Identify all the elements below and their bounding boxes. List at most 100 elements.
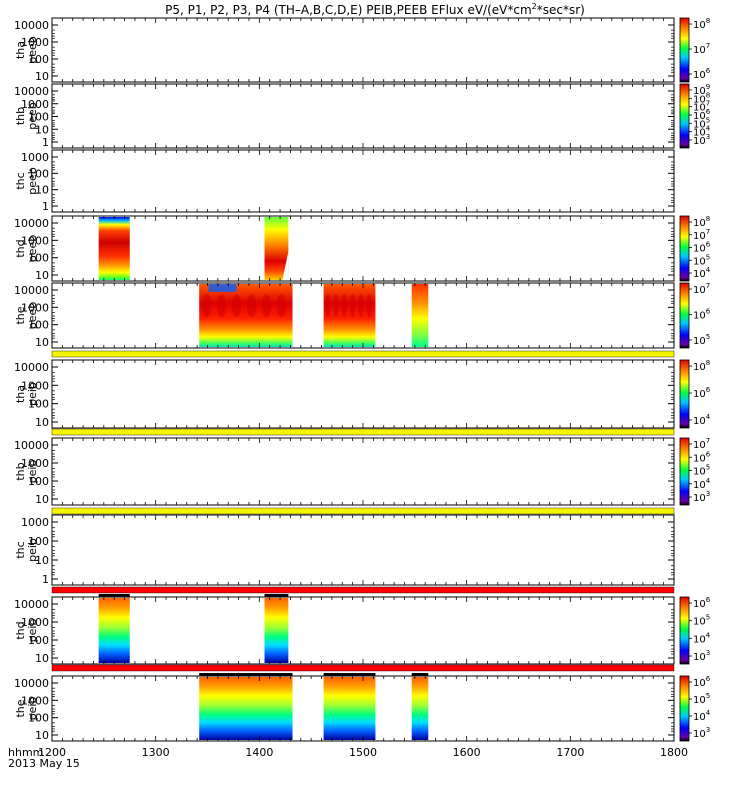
- panel-ylabel-line: thc: [14, 172, 27, 189]
- data-interval-1342-1432: [199, 284, 293, 347]
- panel-ylabel-line: peeb: [26, 302, 39, 330]
- status-bar-yellow: [52, 351, 674, 357]
- data-gap-shape: [282, 251, 289, 280]
- y-tick-label: 1: [42, 200, 49, 213]
- panel-ylabel: thcpeeb: [14, 167, 39, 195]
- y-tick-label: 100: [28, 712, 49, 725]
- colorbar-tick-label: 108: [693, 17, 710, 31]
- colorbar-tick-label: 105: [693, 333, 710, 347]
- colorbar-tick-label: 106: [693, 67, 711, 81]
- panel-the-peib: 10000 1000 100 10 thepeib 106 105 104 103: [14, 673, 711, 742]
- panel-ylabel-line: peeb: [26, 235, 39, 263]
- data-texture: [358, 294, 364, 318]
- y-tick-label: 10000: [14, 284, 49, 297]
- y-tick-label: 10: [35, 269, 49, 282]
- data-texture: [216, 294, 227, 318]
- panel-ylabel: thdpeib: [14, 619, 39, 643]
- data-interval-cap: [411, 673, 429, 676]
- status-bar-red: [52, 665, 674, 671]
- y-tick-label: 1000: [21, 98, 49, 111]
- data-interval-1342-1432: [199, 677, 293, 740]
- data-interval-1405-1428: [264, 598, 289, 663]
- data-texture: [246, 294, 257, 318]
- colorbar-tick-label: 105: [693, 464, 710, 478]
- data-interval-cap: [199, 673, 293, 676]
- data-interval-cap: [323, 673, 376, 676]
- panel-ylabel: thapeib: [14, 382, 39, 406]
- data-interval-1462-1512: [323, 284, 376, 347]
- colorbar-frame: [679, 215, 690, 282]
- y-tick-label: 10000: [14, 598, 49, 611]
- panel-ylabel-line: thb: [14, 107, 27, 125]
- colorbar-tick-label: 106: [693, 675, 711, 689]
- colorbar-tick-label: 104: [693, 477, 711, 491]
- panel-ylabel-line: peeb: [26, 102, 39, 130]
- panel-ylabel-line: peeb: [26, 36, 39, 64]
- colorbar-tick-label: 106: [693, 596, 711, 610]
- colorbar-tick-label: 106: [693, 241, 711, 255]
- panel-ylabel-line: thd: [14, 239, 27, 257]
- colorbar: [680, 216, 689, 281]
- data-interval-1547-1563: [411, 284, 429, 347]
- y-tick-label: 10: [35, 554, 49, 567]
- x-tick-label: 1200: [38, 746, 66, 759]
- y-tick-label: 10: [35, 123, 49, 136]
- panel-ylabel-line: tha: [14, 41, 27, 59]
- status-bar-frame: [51, 428, 675, 436]
- colorbar-tick-label: 109: [693, 83, 710, 97]
- y-tick-label: 1000: [21, 234, 49, 247]
- data-texture: [261, 294, 272, 318]
- x-tick-label: 1400: [245, 746, 273, 759]
- data-interval-1405-1428: [264, 217, 289, 280]
- panel-ylabel-line: peeb: [26, 167, 39, 195]
- y-tick-label: 1000: [21, 616, 49, 629]
- colorbar-tick-label: 103: [693, 490, 710, 504]
- data-texture: [231, 294, 242, 318]
- chart-title-main: P5, P1, P2, P3, P4 (TH–A,B,C,D,E) PEIB,P…: [165, 3, 532, 17]
- colorbar-tick-label: 106: [693, 386, 711, 400]
- y-tick-label: 10: [35, 416, 49, 429]
- panel-ylabel-line: thd: [14, 621, 27, 639]
- data-texture: [366, 294, 372, 318]
- panel-tha-peib: 10000 1000 100 10 thapeib 108 106 104: [14, 359, 711, 436]
- status-bar-frame: [51, 664, 675, 672]
- status-bar-frame: [51, 586, 675, 594]
- colorbar-tick-label: 103: [693, 649, 710, 663]
- y-tick-label: 100: [28, 252, 49, 265]
- y-tick-label: 1000: [21, 379, 49, 392]
- svg-text:P5, P1, P2, P3, P4 (TH–A,B,C,D: P5, P1, P2, P3, P4 (TH–A,B,C,D,E) PEIB,P…: [165, 2, 585, 17]
- y-tick-label: 100: [28, 111, 49, 124]
- data-interval-1245-1275: [98, 598, 130, 663]
- y-tick-label: 100: [28, 535, 49, 548]
- panel-ylabel-line: peib: [26, 538, 39, 562]
- colorbar-tick-label: 103: [693, 726, 710, 740]
- panel-ylabel: thepeib: [14, 697, 39, 721]
- data-texture: [333, 294, 339, 318]
- y-tick-label: 10000: [14, 19, 49, 32]
- panel-ylabel-line: thc: [14, 541, 27, 558]
- colorbar-tick-label: 107: [693, 42, 710, 56]
- colorbar: [680, 438, 689, 505]
- data-interval-cap: [264, 594, 289, 597]
- colorbar-tick-label: 105: [693, 253, 710, 267]
- colorbar-frame: [679, 596, 690, 665]
- y-tick-label: 10000: [14, 439, 49, 452]
- x-tick-label: 1700: [556, 746, 584, 759]
- y-tick-label: 10000: [14, 85, 49, 98]
- data-interval-1547-1563: [411, 677, 429, 740]
- y-tick-label: 1000: [21, 457, 49, 470]
- colorbar-frame: [679, 359, 690, 429]
- colorbar-tick-label: 107: [693, 282, 710, 296]
- colorbar: [680, 283, 689, 348]
- colorbar-frame: [679, 675, 690, 742]
- y-tick-label: 10: [35, 729, 49, 742]
- panel-ylabel: thcpeib: [14, 538, 39, 562]
- panel-stack: 10000100010010thapeeb1081071061000010001…: [14, 17, 711, 742]
- panel-frame: [51, 83, 675, 149]
- colorbar-frame: [679, 282, 690, 349]
- data-texture: [202, 294, 212, 318]
- colorbar-tick-label: 104: [693, 709, 711, 723]
